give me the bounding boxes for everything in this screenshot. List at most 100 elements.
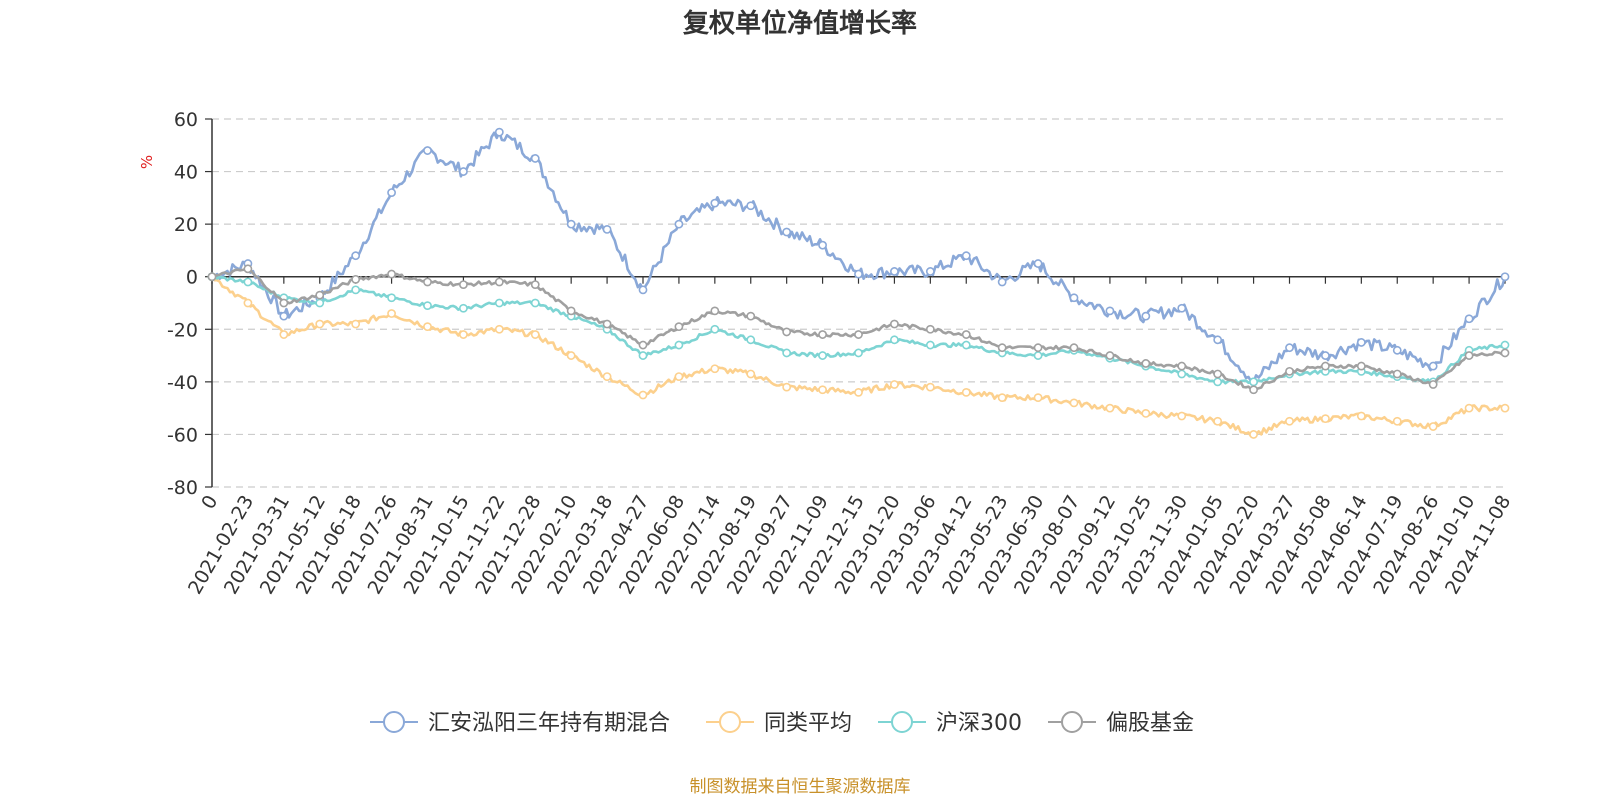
data-point [925, 382, 935, 392]
data-point [818, 385, 827, 395]
data-point [674, 372, 684, 381]
data-point [1069, 293, 1079, 303]
data-point [925, 324, 935, 334]
data-point [746, 369, 756, 379]
data-point [243, 277, 253, 287]
data-point [1069, 343, 1079, 353]
data-point [638, 351, 648, 360]
data-point [782, 382, 792, 392]
data-point [1249, 385, 1258, 395]
data-point [854, 330, 863, 339]
series-line [211, 130, 1507, 384]
y-tick-label: -20 [167, 319, 198, 341]
y-tick-label: 60 [174, 109, 198, 131]
data-point [1033, 393, 1043, 403]
data-point [961, 387, 971, 397]
data-point [890, 319, 899, 329]
data-point [710, 306, 720, 316]
data-point [423, 301, 432, 311]
x-tick-label: 0 [197, 492, 222, 513]
data-point [1177, 303, 1187, 313]
data-point [674, 340, 684, 350]
legend-item[interactable]: 沪深300 [878, 711, 1022, 736]
data-point [1356, 411, 1366, 421]
data-point [1500, 340, 1510, 350]
data-point [1069, 398, 1079, 408]
data-point [1141, 311, 1151, 321]
data-point [854, 269, 863, 279]
data-point [530, 280, 540, 289]
data-point [1392, 345, 1402, 355]
data-point [854, 348, 863, 358]
data-point [387, 269, 396, 279]
data-point [890, 335, 899, 345]
legend[interactable]: 汇安泓阳三年持有期混合 同类平均 沪深300 偏股基金 [370, 711, 1194, 736]
data-point [530, 154, 540, 163]
data-point [423, 146, 432, 155]
data-point [818, 351, 827, 360]
legend-marker [891, 711, 913, 733]
data-point [1464, 314, 1474, 324]
data-point [961, 330, 971, 339]
data-point [997, 277, 1007, 287]
data-point [638, 390, 648, 400]
data-point [890, 380, 899, 389]
data-point [997, 393, 1007, 403]
data-point [1033, 343, 1043, 353]
data-point [279, 298, 289, 308]
y-tick-label: 40 [174, 162, 198, 184]
data-point [351, 285, 361, 295]
data-point [818, 240, 827, 250]
data-point [1285, 343, 1294, 353]
data-point [351, 274, 361, 284]
data-point [1285, 416, 1294, 426]
data-point [746, 335, 756, 345]
data-point [1141, 359, 1151, 368]
data-point [602, 319, 612, 329]
data-point [1500, 272, 1510, 282]
data-point [279, 330, 289, 339]
data-point [459, 280, 468, 289]
data-point [1428, 422, 1438, 431]
data-point [602, 224, 612, 234]
data-point [351, 251, 361, 261]
y-tick-label: -40 [167, 372, 198, 394]
data-point [243, 298, 253, 308]
data-point [854, 387, 863, 397]
data-point [387, 293, 396, 303]
data-point [530, 330, 540, 339]
data-point [782, 327, 792, 337]
data-point [961, 340, 971, 350]
legend-label: 同类平均 [764, 711, 852, 736]
data-point [1356, 338, 1366, 347]
legend-marker [383, 711, 405, 733]
data-point [818, 330, 827, 339]
legend-label: 偏股基金 [1106, 711, 1194, 736]
data-point [1321, 361, 1330, 371]
data-point [494, 127, 504, 137]
data-point [459, 303, 468, 313]
data-point [1177, 411, 1187, 421]
data-point [1105, 403, 1115, 413]
legend-item[interactable]: 汇安泓阳三年持有期混合 [370, 711, 670, 736]
data-point [1428, 361, 1438, 371]
data-point [1105, 351, 1115, 360]
data-point [315, 319, 325, 329]
data-point [459, 167, 468, 176]
data-point [1105, 306, 1115, 316]
data-point [1249, 377, 1258, 387]
legend-marker [1061, 711, 1083, 733]
data-point [279, 311, 289, 321]
data-point [1177, 361, 1187, 371]
data-point [746, 311, 756, 321]
data-point [207, 272, 217, 282]
data-point [494, 324, 504, 334]
data-point [1141, 408, 1151, 418]
data-point [710, 324, 720, 334]
legend-item[interactable]: 同类平均 [706, 711, 852, 736]
data-point [243, 264, 253, 274]
legend-label: 沪深300 [936, 711, 1022, 736]
data-point [925, 267, 935, 276]
legend-item[interactable]: 偏股基金 [1048, 711, 1194, 736]
